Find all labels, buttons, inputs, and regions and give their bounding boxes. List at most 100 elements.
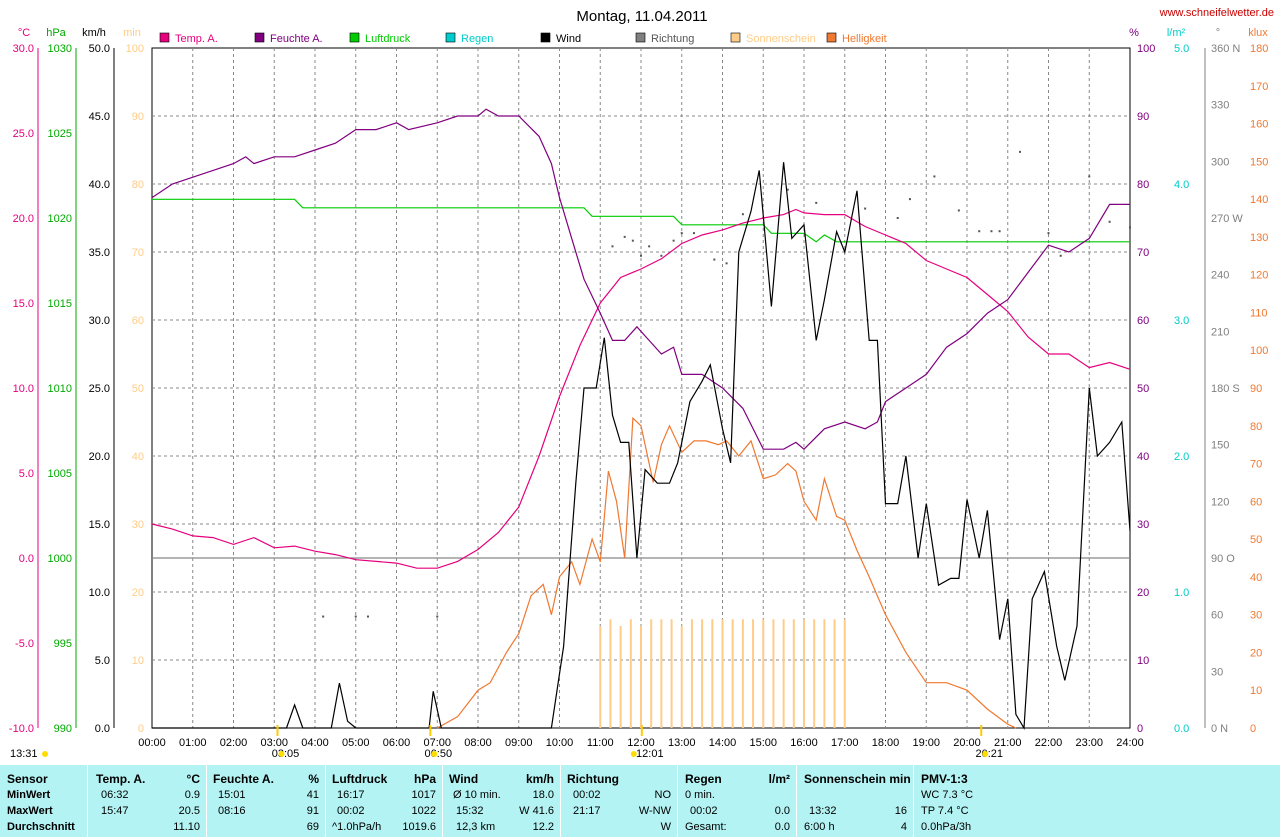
direction-dot bbox=[1088, 175, 1091, 178]
marker-moonrise: 03:05 bbox=[272, 725, 299, 760]
stats-press-avg: 1019.6 bbox=[402, 821, 436, 833]
axis-tick-label: 180 S bbox=[1211, 383, 1240, 395]
marker-label: 06:50 bbox=[425, 748, 453, 760]
stats-dir-avg: W bbox=[660, 821, 671, 833]
stats-temp-avg: 11.10 bbox=[173, 821, 200, 833]
axis-tick-label: 170 bbox=[1250, 81, 1268, 93]
axis-tick-label: 1020 bbox=[48, 213, 72, 225]
axis-tick-label: 130 bbox=[1250, 232, 1268, 244]
axis-tick-label: 50 bbox=[1137, 383, 1149, 395]
legend-item-richtung: Richtung bbox=[635, 32, 694, 45]
x-tick-label: 09:00 bbox=[505, 737, 533, 749]
stats-hum-title: Feuchte A. bbox=[213, 772, 274, 786]
axis-tick-label: 270 W bbox=[1211, 213, 1243, 225]
x-tick-label: 23:00 bbox=[1075, 737, 1103, 749]
axis-tick-label: 15.0 bbox=[13, 298, 34, 310]
axis-tick-label: 240 bbox=[1211, 270, 1229, 282]
direction-dot bbox=[366, 615, 369, 618]
legend-label: Temp. A. bbox=[175, 33, 218, 45]
axis-tick-label: 990 bbox=[54, 723, 72, 735]
x-tick-label: 05:00 bbox=[342, 737, 370, 749]
axis-tick-label: 30.0 bbox=[89, 315, 110, 327]
axis-tick-label: 20.0 bbox=[89, 451, 110, 463]
direction-dot bbox=[933, 175, 936, 178]
stats-wind-distance: 12,3 km bbox=[456, 821, 496, 833]
axis-tick-label: 100 bbox=[126, 43, 144, 55]
weather-chart: Montag, 11.04.2011 www.schneifelwetter.d… bbox=[9, 7, 1274, 760]
legend-item-sonnenschein: Sonnenschein bbox=[730, 32, 816, 45]
x-tick-label: 18:00 bbox=[872, 737, 900, 749]
axis-tick-label: 1000 bbox=[48, 553, 72, 565]
x-tick-label: 21:00 bbox=[994, 737, 1022, 749]
direction-dot bbox=[648, 245, 651, 248]
axis-wind: km/h 50.0 45.0 40.0 35.0 30.0 25.0 20.0 15.0 10.0… bbox=[82, 27, 110, 735]
stats-press-title: Luftdruck bbox=[332, 772, 388, 786]
axis-tick-label: 10.0 bbox=[89, 587, 110, 599]
series-line bbox=[152, 198, 1130, 243]
axis-tick-label: 100 bbox=[1250, 345, 1268, 357]
axis-tick-label: 40.0 bbox=[89, 179, 110, 191]
x-tick-label: 19:00 bbox=[912, 737, 940, 749]
stats-sun-max-time: 13:32 bbox=[809, 805, 837, 817]
stats-hum-max-time: 08:16 bbox=[218, 805, 246, 817]
stats-pmv-title: PMV-1:3 bbox=[921, 772, 968, 786]
stats-rain-total: 0.0 bbox=[774, 821, 790, 833]
stats-sun-max-value: 16 bbox=[894, 805, 907, 817]
stats-hum-min-time: 15:01 bbox=[218, 789, 246, 801]
series-layer bbox=[151, 108, 1131, 730]
website-link[interactable]: www.schneifelwetter.de bbox=[1159, 7, 1274, 19]
direction-dot bbox=[640, 254, 642, 257]
axis-tick-label: 50.0 bbox=[89, 43, 110, 55]
stats-rain-min-label: 0 min. bbox=[685, 789, 715, 801]
stats-row-avg: Durchschnitt bbox=[7, 821, 75, 833]
axis-tick-label: 60 bbox=[1211, 610, 1223, 622]
moon-icon bbox=[42, 751, 48, 757]
stats-row-labels: Sensor MinWert MaxWert Durchschnitt bbox=[0, 765, 86, 837]
axis-tick-label: 330 bbox=[1211, 100, 1229, 112]
axis-tick-label: 5.0 bbox=[19, 468, 34, 480]
axis-tick-label: 60 bbox=[1137, 315, 1149, 327]
legend-swatch bbox=[254, 32, 265, 43]
time-markers: 13:31 03:05 06:50 12:01 20:21 bbox=[10, 725, 1003, 760]
series-helligkeit bbox=[437, 416, 1017, 729]
legend-label: Helligkeit bbox=[842, 33, 887, 45]
axis-tick-label: 20 bbox=[1137, 587, 1149, 599]
axis-tick-label: 1.0 bbox=[1174, 587, 1189, 599]
x-tick-label: 11:00 bbox=[587, 737, 614, 749]
series-wind bbox=[152, 162, 1131, 730]
x-tick-label: 10:00 bbox=[546, 737, 574, 749]
direction-dot bbox=[713, 258, 716, 261]
x-tick-label: 16:00 bbox=[790, 737, 818, 749]
x-tick-label: 17:00 bbox=[831, 737, 859, 749]
stats-humidity: Feuchte A. % 15:01 41 08:16 91 69 bbox=[206, 765, 325, 837]
stats-rain-total-label: Gesamt: bbox=[685, 821, 727, 833]
direction-dot bbox=[741, 213, 744, 216]
axis-tick-label: 140 bbox=[1250, 194, 1268, 206]
direction-dot bbox=[680, 232, 683, 235]
x-tick-label: 04:00 bbox=[301, 737, 329, 749]
direction-dot bbox=[611, 245, 614, 248]
legend-item-luftdruck: Luftdruck bbox=[349, 32, 411, 45]
legend-label: Wind bbox=[556, 33, 581, 45]
stats-temp: Temp. A. °C 06:32 0.9 15:47 20.5 11.10 bbox=[87, 765, 206, 837]
axis-tick-label: 90 bbox=[132, 111, 144, 123]
stats-temp-min-value: 0.9 bbox=[184, 789, 200, 801]
sun-icon bbox=[630, 751, 637, 757]
axis-tick-label: 40 bbox=[132, 451, 144, 463]
axis-tick-label: 20 bbox=[1250, 647, 1262, 659]
axis-tick-label: 0.0 bbox=[19, 553, 34, 565]
axis-tick-label: 10 bbox=[132, 655, 144, 667]
stats-temp-max-value: 20.5 bbox=[178, 805, 200, 817]
stats-rain-max-value: 0.0 bbox=[774, 805, 790, 817]
legend-label: Feuchte A. bbox=[270, 33, 323, 45]
axis-tick-label: 30 bbox=[1211, 666, 1223, 678]
x-tick-label: 22:00 bbox=[1035, 737, 1063, 749]
axis-tick-label: 15.0 bbox=[89, 519, 110, 531]
stats-pmv-dewpoint: TP 7.4 °C bbox=[921, 805, 969, 817]
stats-rain-title: Regen bbox=[685, 772, 722, 786]
legend-item-wind: Wind bbox=[540, 32, 581, 45]
axis-tick-label: 210 bbox=[1211, 326, 1229, 338]
series-line bbox=[152, 162, 1131, 730]
axis-temp: °C 30.0 25.0 20.0 15.0 10.0 5.0 0.0 -5.0 -10.0 bbox=[9, 27, 34, 735]
